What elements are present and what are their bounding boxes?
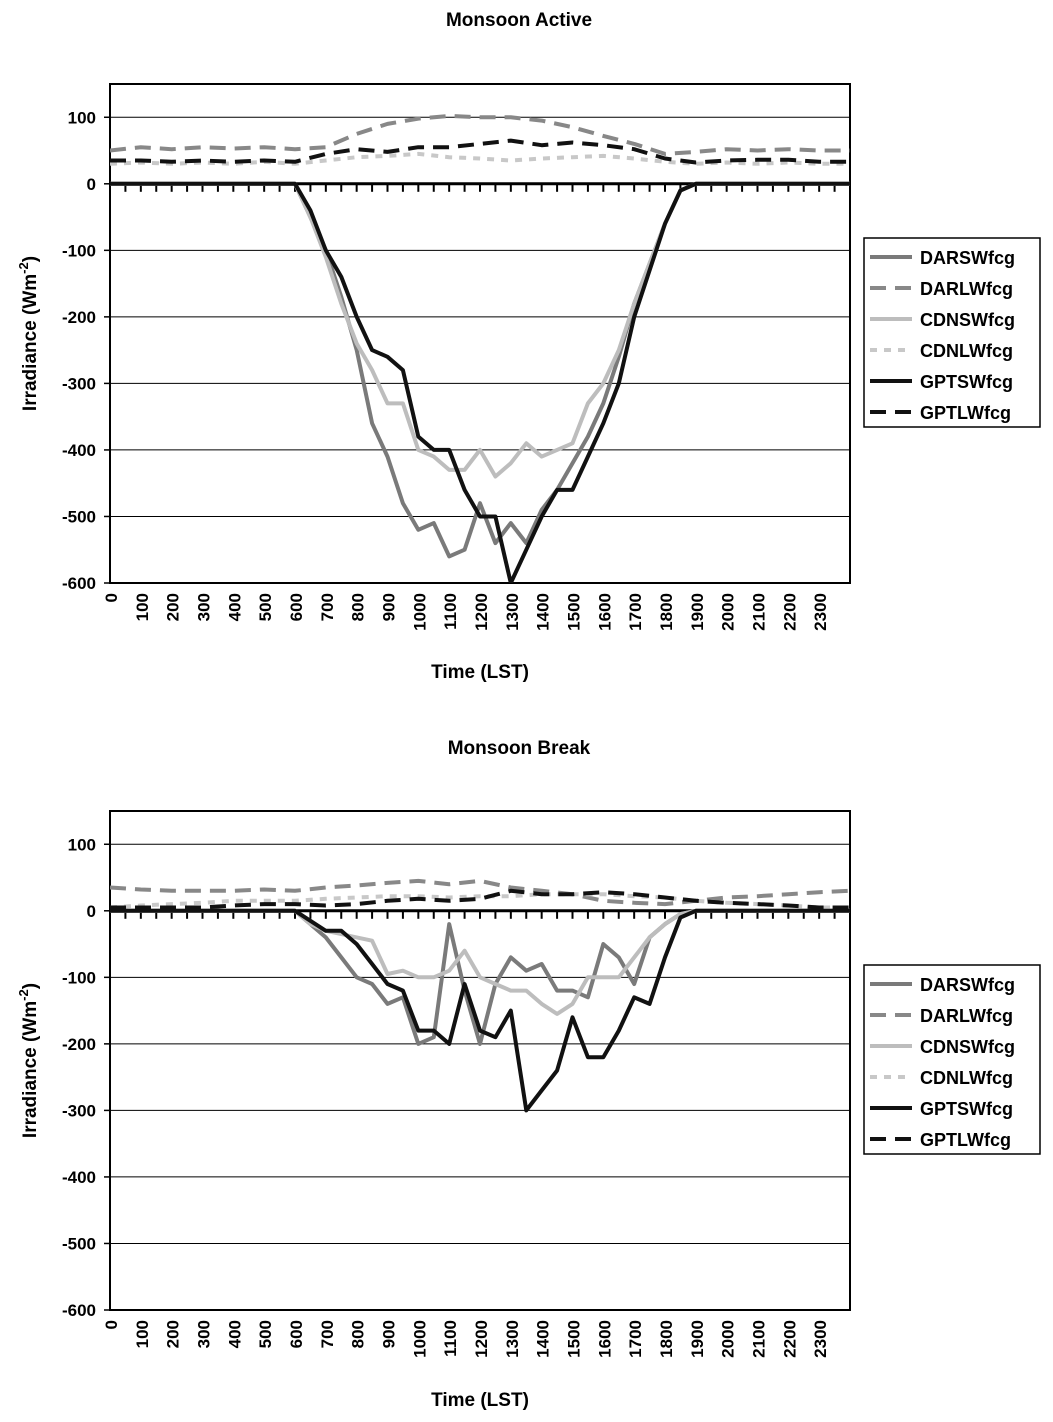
x-tick-label: 200 xyxy=(164,593,183,621)
x-tick-label: 800 xyxy=(349,593,368,621)
legend-label: GPTLWfcg xyxy=(920,403,1011,423)
x-tick-label: 1900 xyxy=(688,593,707,631)
x-tick-label: 1900 xyxy=(688,1320,707,1358)
x-tick-label: 2300 xyxy=(811,593,830,631)
x-tick-label: 1600 xyxy=(595,1320,614,1358)
x-tick-label: 1000 xyxy=(410,593,429,631)
x-tick-label: 1500 xyxy=(565,593,584,631)
series-line-cdnlwfcg xyxy=(110,892,850,910)
x-tick-label: 2000 xyxy=(719,1320,738,1358)
legend: DARSWfcg DARLWfcg CDNSWfcg CDNLWfcg GPTSWfcg… xyxy=(863,237,1041,428)
y-tick-label: 100 xyxy=(68,835,96,854)
x-tick-label: 1400 xyxy=(534,593,553,631)
x-axis-label: Time (LST) xyxy=(431,1390,529,1411)
x-tick-label: 1600 xyxy=(595,593,614,631)
x-tick-label: 1300 xyxy=(503,1320,522,1358)
legend-label: DARSWfcg xyxy=(920,248,1015,268)
x-tick-label: 700 xyxy=(318,1320,337,1348)
x-tick-label: 2200 xyxy=(780,1320,799,1358)
x-tick-label: 2100 xyxy=(750,593,769,631)
plot-area xyxy=(109,83,851,584)
y-tick-label: -100 xyxy=(62,241,96,260)
legend-label: CDNSWfcg xyxy=(920,310,1015,330)
x-tick-label: 400 xyxy=(225,593,244,621)
y-tick-label: -500 xyxy=(62,507,96,526)
y-tick-label: -300 xyxy=(62,374,96,393)
x-tick-label: 1100 xyxy=(441,1320,460,1357)
x-tick-label: 300 xyxy=(195,1320,214,1348)
legend: DARSWfcg DARLWfcg CDNSWfcg CDNLWfcg GPTSWfcg… xyxy=(863,964,1041,1155)
x-tick-label: 900 xyxy=(380,593,399,621)
y-tick-label: 100 xyxy=(68,108,96,127)
legend-label: DARLWfcg xyxy=(920,1006,1013,1026)
x-tick-label: 1500 xyxy=(565,1320,584,1358)
y-tick-label: -600 xyxy=(62,574,96,593)
y-tick-label: -300 xyxy=(62,1101,96,1120)
y-tick-label: -500 xyxy=(62,1234,96,1253)
x-tick-label: 1800 xyxy=(657,593,676,631)
x-tick-label: 1200 xyxy=(472,593,491,631)
x-tick-label: 100 xyxy=(133,593,152,621)
x-tick-label: 1700 xyxy=(626,1320,645,1358)
x-tick-label: 100 xyxy=(133,1320,152,1348)
legend-label: GPTSWfcg xyxy=(920,372,1013,392)
series-line-gptswfcg xyxy=(110,908,850,1113)
legend-label: DARSWfcg xyxy=(920,975,1015,995)
x-tick-label: 300 xyxy=(195,593,214,621)
series-line-cdnswfcg xyxy=(110,181,850,479)
series-line-cdnswfcg xyxy=(110,908,850,1016)
y-axis-label: Irradiance (Wm-2) xyxy=(16,983,41,1138)
x-tick-label: 2200 xyxy=(780,593,799,631)
x-tick-label: 600 xyxy=(287,593,306,621)
y-tick-label: -200 xyxy=(62,1035,96,1054)
x-tick-label: 1300 xyxy=(503,593,522,631)
chart-monsoon-break: Monsoon Break Time (LST) 1000-100-200-30… xyxy=(16,738,1041,1411)
chart-monsoon-active: Monsoon Active Time (LST) 1000-100-200-3… xyxy=(16,10,1041,683)
x-tick-label: 2100 xyxy=(750,1320,769,1358)
x-tick-label: 1000 xyxy=(410,1320,429,1358)
legend-label: GPTLWfcg xyxy=(920,1130,1011,1150)
legend-label: DARLWfcg xyxy=(920,279,1013,299)
x-tick-label: 500 xyxy=(256,593,275,621)
x-tick-label: 500 xyxy=(256,1320,275,1348)
legend-box xyxy=(863,964,1041,1155)
x-tick-label: 600 xyxy=(287,1320,306,1348)
y-tick-label: -600 xyxy=(62,1301,96,1320)
x-tick-label: 800 xyxy=(349,1320,368,1348)
chart-title: Monsoon Break xyxy=(448,738,591,759)
y-tick-label: -400 xyxy=(62,441,96,460)
x-tick-label: 2300 xyxy=(811,1320,830,1358)
y-tick-label: 0 xyxy=(87,175,96,194)
x-axis-label: Time (LST) xyxy=(431,662,529,683)
y-tick-label: 0 xyxy=(87,902,96,921)
legend-label: CDNLWfcg xyxy=(920,1068,1013,1088)
x-tick-label: 0 xyxy=(102,593,121,602)
series-line-darlwfcg xyxy=(110,113,850,156)
x-tick-label: 200 xyxy=(164,1320,183,1348)
x-tick-label: 700 xyxy=(318,593,337,621)
x-tick-label: 400 xyxy=(225,1320,244,1348)
chart-title: Monsoon Active xyxy=(446,10,592,31)
x-tick-label: 900 xyxy=(380,1320,399,1348)
x-tick-label: 1100 xyxy=(441,593,460,630)
legend-label: GPTSWfcg xyxy=(920,1099,1013,1119)
legend-label: CDNLWfcg xyxy=(920,341,1013,361)
plot-area xyxy=(109,810,851,1311)
legend-box xyxy=(863,237,1041,428)
series-line-gptswfcg xyxy=(110,181,850,583)
y-tick-label: -400 xyxy=(62,1168,96,1187)
series-line-cdnlwfcg xyxy=(110,151,850,166)
x-tick-label: 1700 xyxy=(626,593,645,631)
y-tick-label: -100 xyxy=(62,968,96,987)
x-tick-label: 1400 xyxy=(534,1320,553,1358)
y-tick-label: -200 xyxy=(62,308,96,327)
y-axis-label: Irradiance (Wm-2) xyxy=(16,256,41,411)
x-tick-label: 1200 xyxy=(472,1320,491,1358)
x-tick-label: 1800 xyxy=(657,1320,676,1358)
legend-label: CDNSWfcg xyxy=(920,1037,1015,1057)
x-tick-label: 2000 xyxy=(719,593,738,631)
x-tick-label: 0 xyxy=(102,1320,121,1329)
